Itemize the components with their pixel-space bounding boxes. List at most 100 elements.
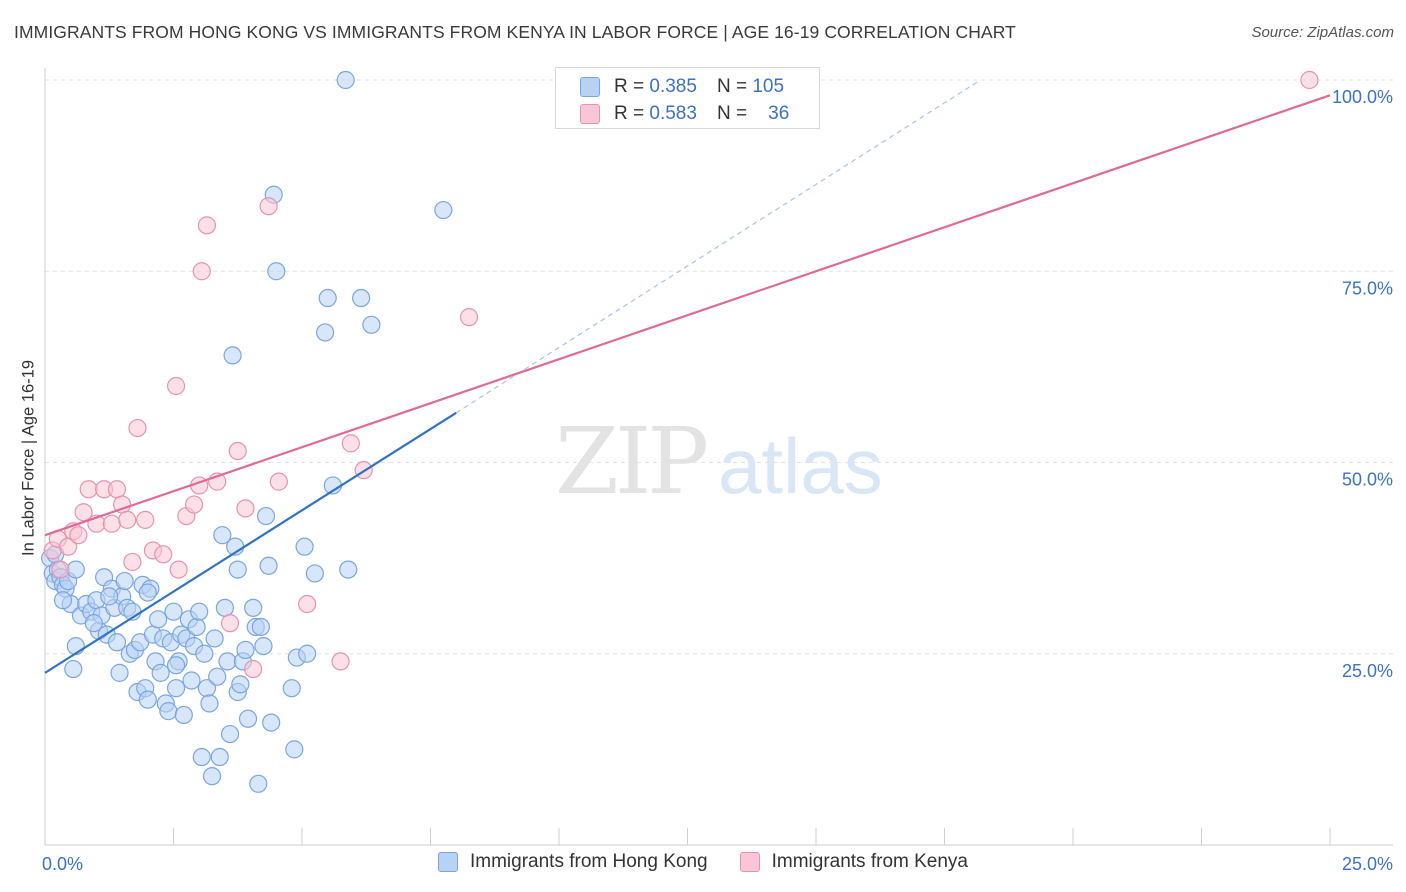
data-point [223,346,242,365]
data-point [192,262,211,281]
data-point [66,560,85,579]
legend-row-hong-kong: R = 0.385 N = 105 [580,74,784,100]
data-point [174,705,193,725]
data-point [138,583,157,602]
data-point [285,740,304,759]
series-legend: Immigrants from Hong Kong Immigrants fro… [0,851,1406,873]
watermark: ZIP atlas [555,408,883,515]
data-point [210,747,229,767]
legend-label-kenya: Immigrants from Kenya [771,851,968,872]
data-point [208,667,227,686]
data-point [190,602,209,621]
y-tick-label: 75.0% [1342,278,1393,298]
data-point [192,747,211,767]
legend-swatch-blue [580,77,600,97]
legend-n-key: N = [716,103,748,124]
data-point [166,656,186,675]
data-point [148,610,168,629]
data-point [362,315,381,334]
data-point [84,614,103,633]
data-point [341,434,360,453]
trend-line-kenya [44,94,1331,537]
legend-r-value: 0.583 [649,103,697,124]
legend-item-hong-kong[interactable]: Immigrants from Hong Kong [438,851,708,873]
data-point [267,262,286,281]
data-point [298,644,317,663]
data-point [1300,70,1319,90]
data-point [184,495,204,514]
data-point [238,709,258,728]
data-point [318,288,337,308]
data-point [138,690,157,709]
watermark-zip: ZIP [555,408,706,515]
data-point [202,767,222,786]
data-point [228,441,247,461]
data-point [298,594,317,614]
data-point [197,216,217,235]
watermark-atlas: atlas [718,422,883,510]
data-point [151,663,170,682]
data-point [236,499,255,518]
data-point [305,564,324,583]
series-kenya [43,70,1319,679]
legend-item-kenya[interactable]: Immigrants from Kenya [739,851,968,873]
data-point [262,713,281,732]
data-point [215,598,234,617]
legend-label-hong-kong: Immigrants from Hong Kong [470,851,708,872]
data-point [339,560,358,579]
y-tick-label: 50.0% [1342,470,1393,490]
data-point [169,560,188,579]
data-point [231,675,250,694]
data-point [166,376,186,396]
x-tick-label: 25.0% [1342,854,1393,874]
data-point [102,514,121,533]
data-point [251,617,270,637]
stats-legend: R = 0.385 N = 105 R = 0.583 N = 36 [555,67,820,129]
data-point [66,636,85,656]
data-point [200,694,219,713]
data-point [282,679,301,698]
data-point [118,510,137,529]
data-point [249,774,268,793]
data-point [254,636,273,656]
x-tick-label: 0.0% [42,854,83,874]
trend-layer [44,79,1331,674]
data-point [218,652,237,671]
data-point [259,197,278,216]
data-point [205,629,224,648]
data-point [115,571,134,591]
gridlines [45,79,1393,655]
legend-r-key: R = [614,103,645,124]
legend-swatch-pink [580,104,600,124]
data-point [107,633,127,652]
data-point [295,537,314,556]
data-point [128,418,147,438]
data-point [331,652,350,671]
data-point [244,659,263,679]
data-point [259,556,278,575]
data-point [53,591,73,610]
legend-n-value: 105 [752,76,785,97]
legend-r-value: 0.385 [649,76,697,97]
legend-n-key: N = [716,76,748,97]
data-point [187,617,206,637]
data-point [164,602,183,621]
data-point [316,323,335,342]
source-label: Source: ZipAtlas.com [1251,24,1394,41]
y-tick-label: 100.0% [1332,87,1393,107]
data-point [166,679,186,698]
data-point [110,663,129,682]
data-point [220,724,240,744]
data-point [228,560,247,579]
data-point [434,200,453,220]
data-point [79,480,98,499]
trend-line-hong-kong [44,411,457,674]
data-point [336,70,355,90]
data-point [236,640,255,660]
data-point [220,614,240,633]
chart-title: IMMIGRANTS FROM HONG KONG VS IMMIGRANTS … [14,22,1016,42]
tick-labels: 25.0% 50.0% 75.0% 100.0% 0.0% 25.0% [42,87,1393,874]
data-point [64,659,83,679]
legend-row-kenya: R = 0.583 N = 36 [580,101,789,127]
